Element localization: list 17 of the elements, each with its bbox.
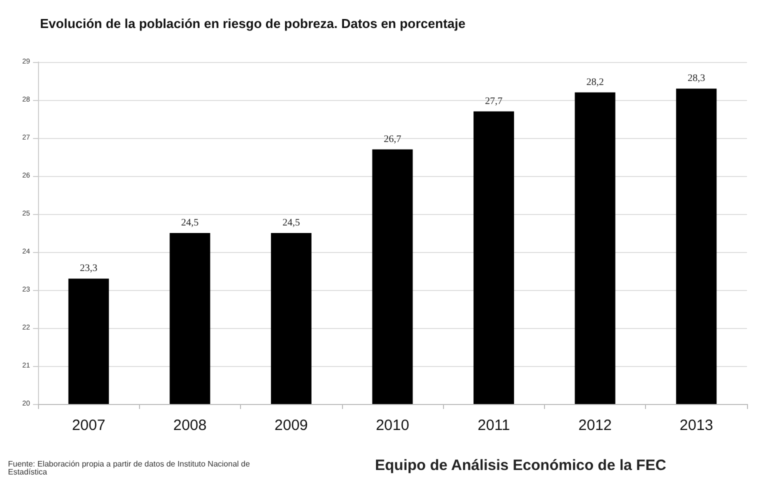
x-tick-label: 2013: [680, 417, 714, 434]
x-tick-label: 2008: [173, 417, 207, 434]
data-label: 28,3: [688, 73, 706, 84]
data-label: 23,3: [80, 263, 98, 274]
x-tick-label: 2012: [578, 417, 612, 434]
data-label: 26,7: [384, 134, 402, 145]
chart-title: Evolución de la población en riesgo de pobreza. Datos en porcentaje: [40, 16, 466, 31]
text: Equipo de Análisis Económico de la FEC: [375, 457, 666, 474]
source-note: Fuente: Elaboración propia a partir de datos de Instituto Nacional de Estadística: [8, 460, 252, 476]
data-label: 24,5: [282, 218, 300, 228]
x-tick-label: 2011: [478, 417, 510, 434]
data-label: 24,5: [181, 218, 199, 228]
x-tick-label: 2007: [72, 417, 106, 434]
data-label: 27,7: [485, 96, 503, 107]
data-label: 28,2: [586, 76, 604, 88]
x-tick-label: 2010: [376, 417, 410, 434]
x-tick-label: 2009: [274, 417, 308, 434]
